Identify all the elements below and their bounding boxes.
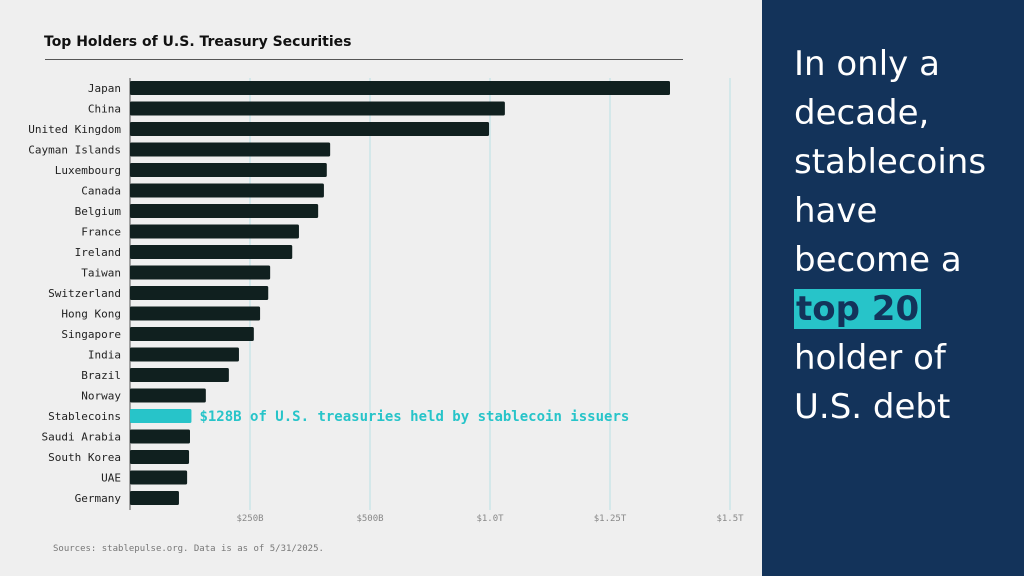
category-label: Ireland [75, 246, 121, 259]
bar-united-kingdom [130, 122, 490, 136]
headline-highlight: top 20 [794, 289, 922, 329]
category-label: Taiwan [81, 267, 121, 280]
bar-france [130, 224, 299, 239]
category-label: India [88, 349, 121, 362]
chart-panel: Top Holders of U.S. Treasury Securities … [28, 34, 745, 554]
bar-india [130, 347, 239, 362]
category-label: Canada [81, 185, 121, 198]
bar-brazil [130, 368, 229, 382]
category-label: Luxembourg [55, 164, 121, 177]
x-tick-label: $1.25T [594, 514, 627, 524]
category-label: Brazil [81, 369, 121, 382]
source-note: Sources: stablepulse.org. Data is as of … [53, 544, 324, 554]
headline-text-after: holder of U.S. debt [794, 338, 951, 427]
category-label: France [81, 226, 121, 239]
category-label: Saudi Arabia [42, 431, 121, 444]
bar-china [130, 101, 505, 116]
bar-singapore [130, 327, 254, 341]
bar-south-korea [130, 450, 190, 464]
category-label: Hong Kong [61, 308, 121, 321]
category-label: United Kingdom [28, 123, 121, 136]
bar-japan [130, 81, 670, 95]
chart-title: Top Holders of U.S. Treasury Securities [44, 34, 352, 50]
category-label: Belgium [75, 205, 122, 218]
bar-hong-kong [130, 306, 261, 321]
bar-chart: $250B $500B $1.0T $1.25T $1.5T Japan China Unit… [28, 78, 744, 524]
category-label: Cayman Islands [28, 144, 121, 157]
x-tick-label: $1.5T [716, 514, 744, 524]
category-label: Germany [75, 492, 122, 505]
bar-cayman-islands [130, 142, 331, 157]
headline-text-before: In only a decade, stablecoins have becom… [794, 44, 987, 280]
bar-belgium [130, 204, 319, 218]
x-tick-label: $1.0T [476, 514, 504, 524]
category-label: Japan [88, 82, 121, 95]
category-label: South Korea [48, 451, 121, 464]
bar-stablecoins [130, 409, 192, 423]
title-divider [45, 59, 683, 60]
headline-panel: In only a decade, stablecoins have becom… [762, 0, 1024, 576]
bar-germany [130, 491, 179, 505]
category-label: Norway [81, 390, 121, 403]
bar-saudi-arabia [130, 429, 190, 444]
bar-taiwan [130, 265, 271, 280]
annotation-label: $128B of U.S. treasuries held by stablec… [199, 409, 629, 425]
category-label: Switzerland [48, 287, 121, 300]
bar-norway [130, 388, 206, 403]
x-tick-label: $250B [236, 514, 263, 524]
bar-switzerland [130, 286, 269, 300]
category-label: China [88, 103, 121, 116]
bar-luxembourg [130, 163, 327, 177]
category-label: UAE [101, 472, 121, 485]
category-label: Stablecoins [48, 410, 121, 423]
category-label: Singapore [61, 328, 121, 341]
bar-uae [130, 470, 188, 485]
bar-canada [130, 183, 324, 198]
headline: In only a decade, stablecoins have becom… [794, 40, 1014, 432]
x-tick-label: $500B [356, 514, 383, 524]
bar-ireland [130, 245, 293, 259]
